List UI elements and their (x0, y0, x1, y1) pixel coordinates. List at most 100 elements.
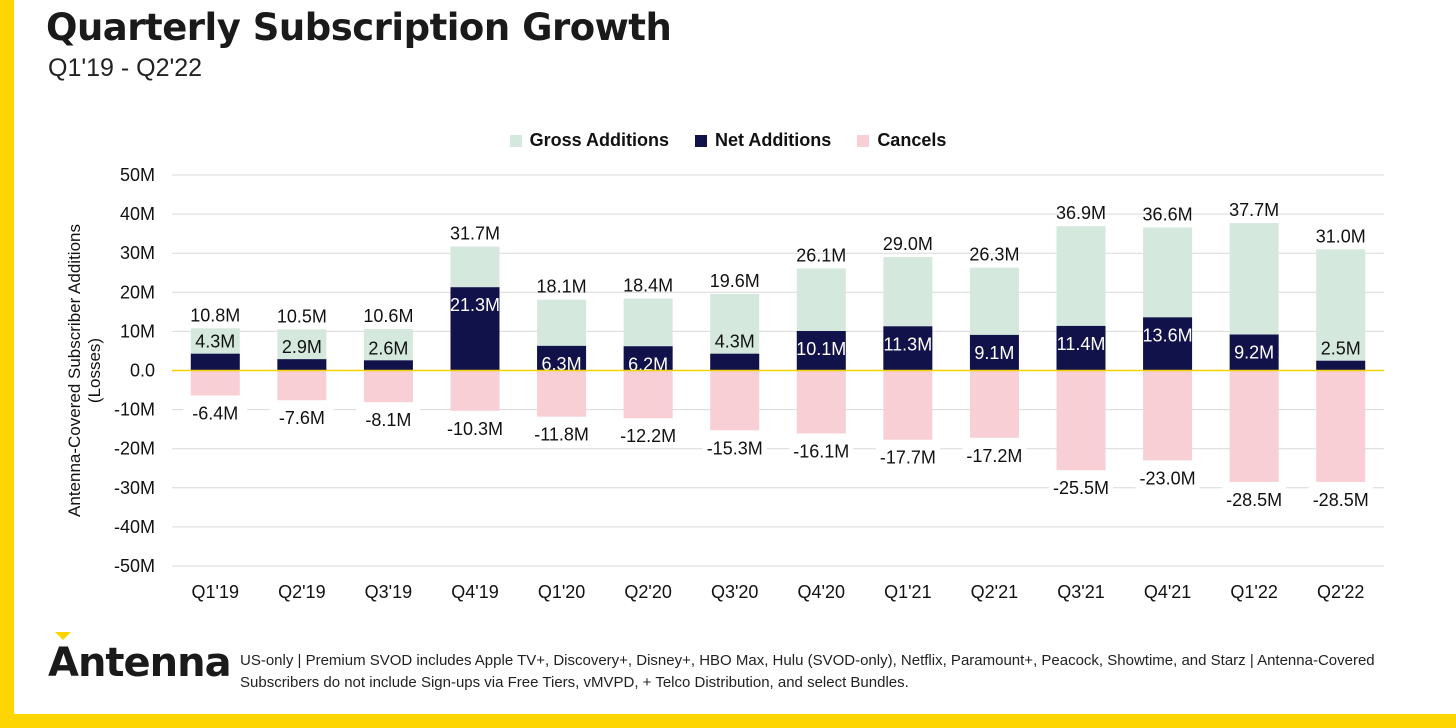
data-label-cancels-bg (962, 442, 1027, 467)
data-label-cancels-bg (356, 407, 421, 432)
data-label-cancels-bg (529, 421, 594, 446)
bar-net-additions (969, 334, 1019, 371)
brand-frame-left (0, 0, 14, 728)
bar-cancels (1229, 370, 1279, 482)
legend-swatch-gross-additions (509, 134, 522, 147)
x-tick-label: Q3'21 (1057, 582, 1104, 602)
y-tick-label: -20M (114, 439, 155, 459)
bar-net-additions (190, 353, 240, 371)
legend-item-net-additions: Net Additions (694, 130, 831, 151)
bar-cancels (883, 370, 933, 440)
brand-frame-bottom (0, 714, 1456, 728)
y-tick-label: 40M (120, 204, 155, 224)
bar-cancels (623, 370, 673, 419)
data-label-net-additions: 4.3M (195, 332, 235, 352)
data-label-cancels-bg (443, 415, 507, 440)
data-label-cancels: -6.4M (192, 404, 238, 424)
data-label-net-additions: 21.3M (450, 295, 500, 315)
bar-net-additions (537, 345, 587, 371)
x-tick-label: Q1'20 (538, 582, 585, 602)
data-label-gross-additions: 18.1M (537, 277, 587, 297)
data-label-cancels: -25.5M (1053, 478, 1109, 498)
data-label-net-additions: 2.5M (1321, 339, 1361, 359)
x-tick-label: Q1'22 (1230, 582, 1277, 602)
data-label-cancels: -16.1M (793, 441, 849, 461)
x-tick-label: Q4'21 (1144, 582, 1191, 602)
y-tick-label: 50M (120, 165, 155, 185)
data-label-cancels-bg (1308, 486, 1373, 511)
legend-item-gross-additions: Gross Additions (509, 130, 669, 151)
x-tick-label: Q2'21 (971, 582, 1018, 602)
bar-net-additions (363, 360, 413, 371)
data-label-gross-additions: 18.4M (623, 276, 673, 296)
data-label-cancels-bg (1049, 475, 1113, 500)
bar-net-additions (796, 331, 846, 371)
x-tick-label: Q2'19 (278, 582, 325, 602)
data-label-gross-additions: 26.3M (969, 245, 1019, 265)
legend-swatch-cancels (857, 134, 870, 147)
data-label-net-additions: 9.2M (1234, 343, 1274, 363)
y-tick-label: 0.0 (130, 361, 155, 381)
chart-title: Quarterly Subscription Growth (46, 6, 672, 49)
y-tick-label: 10M (120, 321, 155, 341)
data-label-cancels: -7.6M (279, 408, 325, 428)
y-tick-label: -40M (114, 517, 155, 537)
data-label-cancels: -17.2M (966, 446, 1022, 466)
data-label-gross-additions: 26.1M (796, 245, 846, 265)
bar-cancels (1143, 370, 1193, 461)
data-label-net-additions: 11.4M (1057, 334, 1106, 354)
y-tick-label: -30M (114, 478, 155, 498)
legend-label-cancels: Cancels (877, 130, 947, 150)
bar-net-additions (1143, 317, 1193, 371)
logo-text: Antenna (48, 640, 232, 686)
x-tick-label: Q1'21 (884, 582, 931, 602)
data-label-gross-additions: 29.0M (883, 234, 933, 254)
y-axis-title: Antenna-Covered Subscriber Additions(Los… (65, 224, 104, 517)
data-label-net-additions: 2.6M (368, 338, 408, 358)
data-label-cancels-bg (1135, 465, 1200, 490)
data-label-cancels-bg (875, 444, 940, 469)
data-label-gross-additions: 36.9M (1056, 203, 1106, 223)
bar-net-additions (1229, 334, 1279, 371)
data-label-cancels-bg (616, 423, 681, 448)
bar-net-additions (883, 326, 933, 371)
data-label-gross-additions: 31.7M (450, 224, 500, 244)
x-tick-label: Q3'19 (365, 582, 412, 602)
y-tick-label: 30M (120, 243, 155, 263)
data-label-cancels: -8.1M (365, 410, 411, 430)
bar-cancels (710, 370, 760, 431)
data-label-gross-additions: 10.6M (363, 306, 413, 326)
data-label-gross-additions: 37.7M (1229, 200, 1279, 220)
data-label-cancels: -28.5M (1226, 490, 1282, 510)
x-tick-label: Q4'19 (451, 582, 498, 602)
data-label-cancels-bg (702, 435, 767, 460)
bar-net-additions (277, 359, 327, 371)
x-tick-label: Q4'20 (798, 582, 845, 602)
data-label-gross-additions: 36.6M (1143, 204, 1193, 224)
data-label-net-additions: 2.9M (282, 337, 322, 357)
bar-cancels (363, 370, 413, 403)
bar-net-additions (710, 353, 760, 371)
data-label-cancels: -23.0M (1140, 468, 1196, 488)
legend-label-gross-additions: Gross Additions (529, 130, 669, 150)
data-label-cancels-bg (789, 438, 854, 463)
data-label-net-additions: 13.6M (1143, 325, 1193, 345)
y-tick-label: -50M (114, 556, 155, 576)
data-label-cancels: -11.8M (534, 425, 589, 445)
legend-item-cancels: Cancels (857, 130, 946, 151)
data-label-gross-additions: 10.8M (190, 305, 240, 325)
data-label-cancels-bg (269, 405, 334, 430)
data-label-cancels: -28.5M (1313, 490, 1369, 510)
bar-net-additions (1056, 325, 1106, 371)
y-tick-label: 20M (120, 282, 155, 302)
data-label-gross-additions: 31.0M (1316, 226, 1366, 246)
bar-net-additions (1316, 360, 1366, 371)
data-label-net-additions: 10.1M (796, 339, 846, 359)
y-tick-label: -10M (114, 400, 155, 420)
bar-gross-additions (1316, 249, 1366, 371)
data-label-cancels: -10.3M (447, 419, 503, 439)
data-label-net-additions: 4.3M (715, 332, 755, 352)
chart-legend: Gross Additions Net Additions Cancels (0, 130, 1456, 151)
bar-cancels (190, 370, 240, 396)
data-label-cancels-bg (183, 400, 248, 425)
